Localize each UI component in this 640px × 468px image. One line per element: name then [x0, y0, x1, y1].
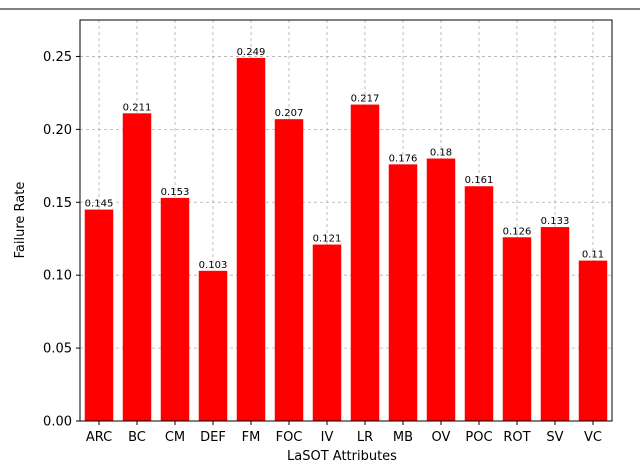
y-tick-label: 0.25: [43, 50, 72, 65]
data-label-def: 0.103: [199, 260, 228, 271]
x-tick-label-poc: POC: [465, 430, 492, 445]
bar-vc: [578, 260, 608, 421]
bar-lr: [350, 104, 380, 421]
x-tick-label-rot: ROT: [503, 430, 530, 445]
data-label-bc: 0.211: [123, 102, 152, 113]
data-label-poc: 0.161: [465, 175, 494, 186]
data-label-foc: 0.207: [275, 108, 304, 119]
bar-bc: [122, 113, 152, 421]
plot-frame: [79, 19, 613, 422]
bar-cm: [160, 197, 190, 421]
data-label-iv: 0.121: [313, 234, 342, 245]
bar-def: [198, 270, 228, 421]
x-tick-label-vc: VC: [584, 430, 602, 445]
x-tick-label-fm: FM: [242, 430, 261, 445]
x-tick-label-arc: ARC: [86, 430, 112, 445]
bar-rot: [502, 237, 532, 421]
x-tick-label-ov: OV: [432, 430, 451, 445]
x-axis-title: LaSOT Attributes: [287, 449, 397, 463]
bar-sv: [540, 227, 570, 421]
data-label-ov: 0.18: [430, 148, 452, 159]
x-tick-label-cm: CM: [165, 430, 185, 445]
data-labels-layer: 0.145 0.211 0.153 0.103 0.249 0.207 0.121 0.217…: [85, 47, 604, 271]
bar-ov: [426, 158, 456, 421]
x-tick-label-lr: LR: [357, 430, 373, 445]
bar-iv: [312, 244, 342, 421]
y-tick-label: 0.15: [43, 196, 72, 211]
data-label-cm: 0.153: [161, 187, 190, 198]
bar-mb: [388, 164, 418, 422]
data-label-lr: 0.217: [351, 94, 380, 105]
data-label-vc: 0.11: [582, 250, 604, 261]
y-tick-label: 0.05: [43, 342, 72, 357]
data-label-fm: 0.249: [237, 47, 266, 58]
x-tick-label-mb: MB: [393, 430, 413, 445]
bar-fm: [236, 57, 266, 422]
y-tick-label: 0.10: [43, 269, 72, 284]
data-label-arc: 0.145: [85, 199, 114, 210]
data-label-rot: 0.126: [503, 226, 532, 237]
x-tick-label-iv: IV: [321, 430, 334, 445]
x-tick-label-def: DEF: [200, 430, 226, 445]
y-tick-label: 0.20: [43, 123, 72, 138]
data-label-sv: 0.133: [541, 216, 570, 227]
y-axis-title: Failure Rate: [13, 182, 28, 259]
x-tick-label-sv: SV: [546, 430, 563, 445]
bars-layer: [84, 57, 608, 422]
bar-poc: [464, 186, 494, 421]
y-tick-label: 0.00: [43, 415, 72, 430]
axes-layer: 0.00 0.05 0.10 0.15 0.20 0.25 ARC BC CM DEF FM FOC I…: [43, 19, 613, 445]
grid-layer: [80, 20, 612, 422]
bar-foc: [274, 119, 304, 421]
data-label-mb: 0.176: [389, 153, 418, 164]
x-tick-label-bc: BC: [128, 430, 146, 445]
x-tick-label-foc: FOC: [276, 430, 303, 445]
bar-arc: [84, 209, 114, 421]
